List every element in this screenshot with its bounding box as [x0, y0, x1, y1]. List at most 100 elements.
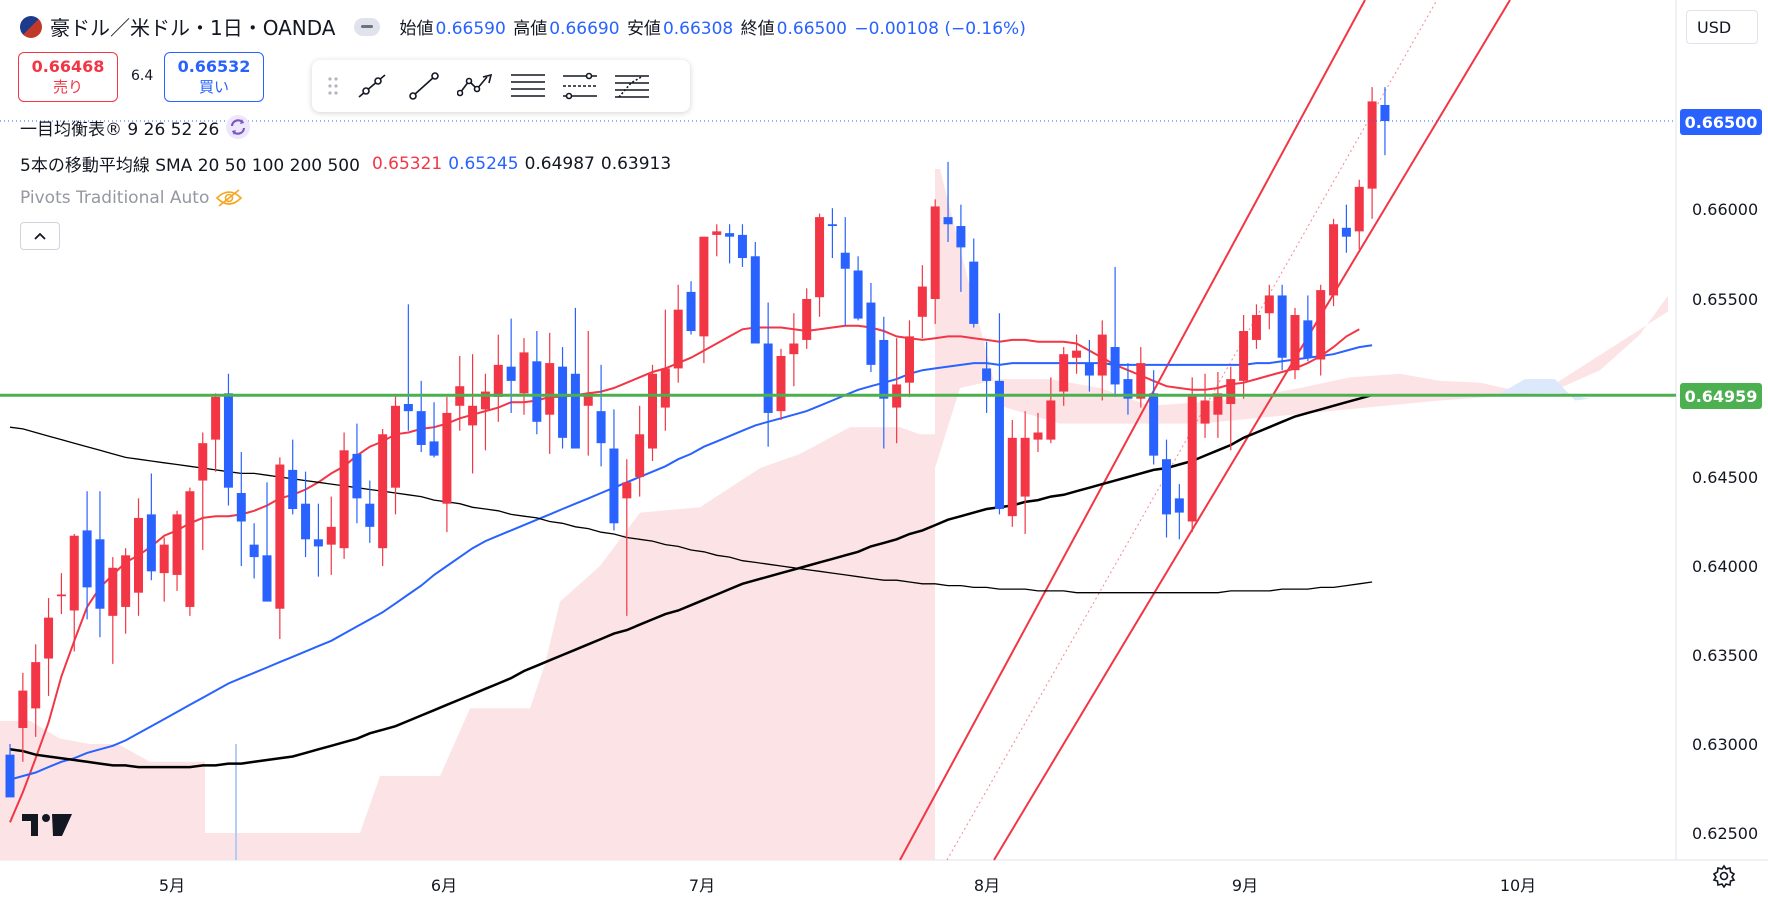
pivots-legend[interactable]: Pivots Traditional Auto	[20, 188, 243, 208]
high-value: 0.66690	[549, 19, 620, 39]
settings-gear-icon[interactable]	[1712, 864, 1736, 892]
candle	[840, 217, 850, 326]
candle	[583, 331, 593, 456]
path-tool-icon[interactable]	[450, 66, 502, 106]
candle	[69, 533, 79, 652]
sma200-value: 0.63913	[600, 153, 672, 174]
close-value: 0.66500	[776, 19, 847, 39]
candle	[1033, 412, 1043, 453]
candle-body	[301, 503, 311, 540]
candle	[1162, 439, 1171, 538]
candle	[750, 242, 760, 344]
candle-body	[725, 233, 735, 237]
candle-body	[69, 535, 79, 611]
horizontal-lines-tool-icon[interactable]	[502, 66, 554, 106]
candle	[391, 395, 400, 515]
candle-body	[352, 453, 362, 499]
candle	[82, 491, 92, 620]
close-label: 終値	[740, 19, 775, 39]
candle-body	[866, 302, 876, 365]
collapse-indicators-button[interactable]	[20, 222, 60, 250]
candle-body	[159, 544, 169, 574]
candle	[737, 224, 747, 267]
candle-body	[313, 539, 323, 547]
candle-body	[326, 526, 336, 545]
candle-body	[1290, 315, 1300, 371]
candle-body	[1046, 400, 1056, 440]
candle-body	[1123, 379, 1133, 399]
drag-handle-icon[interactable]	[320, 71, 346, 101]
candle-body	[545, 363, 555, 415]
candle	[1110, 266, 1120, 397]
candle	[31, 644, 41, 737]
candle	[917, 265, 927, 339]
candle-body	[1277, 295, 1287, 358]
y-tick: 0.66000	[1692, 200, 1759, 219]
candle-body	[416, 411, 426, 445]
candle-body	[1251, 315, 1261, 340]
candle-body	[44, 617, 54, 659]
candle	[134, 498, 143, 616]
levels-tool-icon[interactable]	[554, 66, 606, 106]
candle-body	[223, 393, 233, 488]
pivots-label: Pivots Traditional Auto	[20, 188, 210, 208]
candle	[622, 459, 632, 616]
candle	[1200, 373, 1210, 438]
buy-price: 0.66532	[177, 57, 251, 76]
candle-body	[1354, 186, 1364, 232]
candle-body	[1187, 395, 1197, 522]
sma-line-0	[9, 324, 1360, 823]
candle-body	[1367, 101, 1377, 189]
symbol-title[interactable]: 豪ドル／米ドル・1日・OANDA	[50, 16, 336, 40]
collapse-legend-icon[interactable]	[353, 17, 380, 36]
currency-label: USD	[1697, 17, 1732, 37]
hline-price-tag: 0.64959	[1680, 383, 1762, 409]
tradingview-logo-icon[interactable]	[22, 812, 72, 842]
candle	[95, 491, 105, 638]
candle-body	[699, 236, 709, 337]
buy-button[interactable]: 0.66532 買い	[164, 52, 264, 102]
candle-body	[660, 368, 670, 408]
line-tool-icon[interactable]	[346, 66, 398, 106]
ichimoku-cloud	[0, 169, 1668, 860]
candle-body	[1239, 331, 1249, 381]
candle	[1264, 284, 1274, 330]
x-tick: 6月	[430, 876, 458, 895]
horizontal-lines	[0, 120, 1676, 397]
candle-body	[1072, 350, 1082, 358]
candle-body	[56, 594, 66, 597]
candle-body	[570, 373, 580, 449]
candle	[763, 302, 773, 447]
candle	[648, 364, 657, 461]
candle	[442, 396, 452, 533]
fib-tool-icon[interactable]	[606, 66, 658, 106]
y-tick: 0.64500	[1692, 468, 1759, 487]
candle	[468, 354, 478, 474]
candle	[853, 256, 863, 321]
candle	[673, 284, 683, 383]
candle-body	[737, 234, 747, 259]
candle-body	[506, 366, 516, 381]
candle-body	[236, 493, 246, 522]
candle	[1226, 366, 1236, 451]
candle	[532, 331, 542, 435]
ichimoku-legend[interactable]: 一目均衡表® 9 26 52 26	[20, 114, 251, 140]
candle-body	[1033, 432, 1043, 440]
candle-body	[1007, 437, 1017, 517]
candle-body	[1264, 295, 1274, 314]
candle	[172, 510, 182, 591]
sma-legend[interactable]: 5本の移動平均線 SMA 20 50 100 200 500 0.65321 0…	[20, 151, 672, 177]
candle-body	[82, 530, 92, 588]
sell-button[interactable]: 0.66468 売り	[18, 52, 118, 102]
x-tick: 8月	[973, 876, 1001, 895]
loading-icon	[226, 115, 251, 139]
candle-body	[750, 256, 760, 344]
candle	[570, 307, 580, 449]
hidden-eye-icon[interactable]	[215, 188, 243, 208]
y-tick: 0.62500	[1692, 824, 1759, 843]
candle	[635, 405, 645, 497]
currency-select[interactable]: USD	[1686, 10, 1758, 44]
trendline-tool-icon[interactable]	[398, 66, 450, 106]
candle-body	[789, 343, 799, 355]
